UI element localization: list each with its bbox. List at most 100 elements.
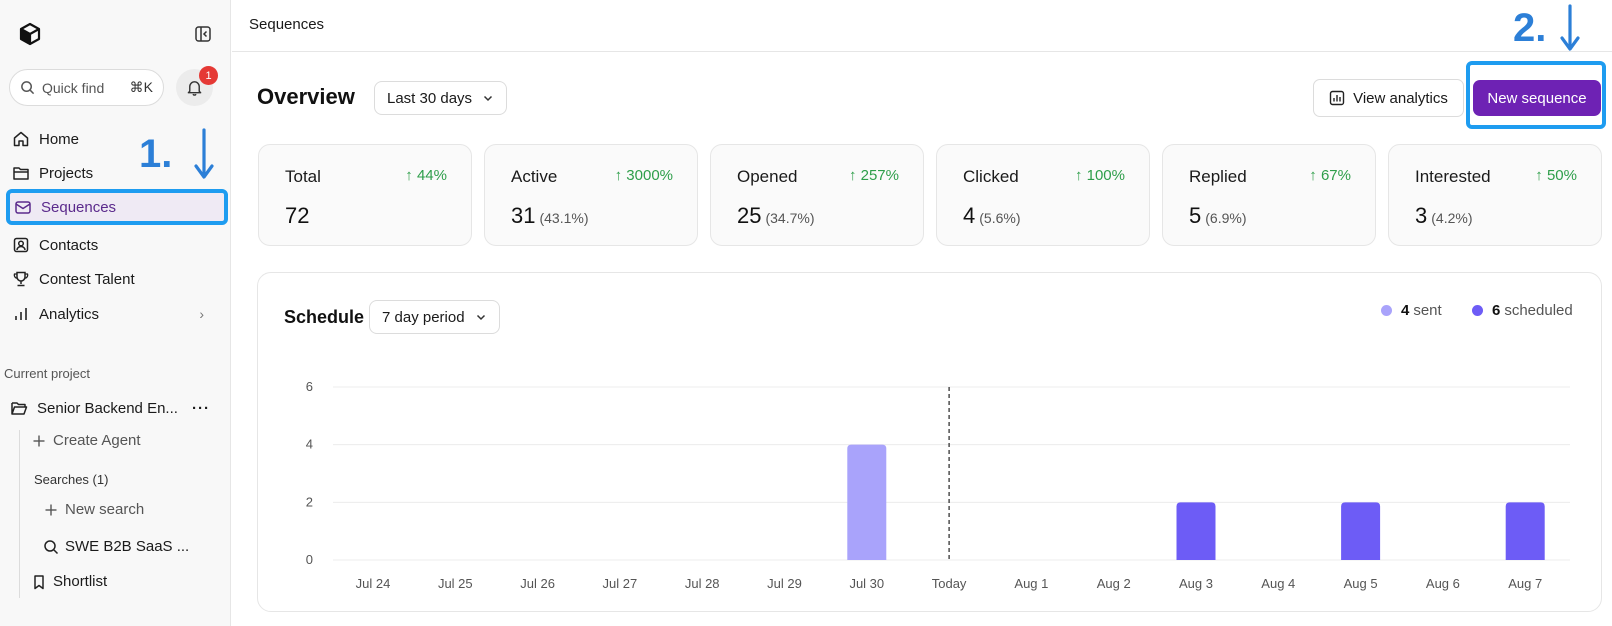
legend-dot-scheduled: [1472, 305, 1483, 316]
nav-item-contest-talent[interactable]: Contest Talent: [12, 263, 222, 295]
chevron-down-icon: [476, 314, 485, 321]
legend-item-sent: 4 sent: [1381, 302, 1442, 319]
trophy-icon: [13, 271, 29, 287]
stat-value: 31 (43.1%): [511, 203, 589, 229]
plus-icon: [45, 504, 57, 515]
x-tick-label: Aug 3: [1179, 576, 1213, 591]
stat-card-interested[interactable]: Interested ↑ 50% 3 (4.2%): [1388, 144, 1602, 246]
legend-count: 6: [1492, 302, 1501, 319]
search-item-label: SWE B2B SaaS ...: [65, 538, 190, 555]
searches-label: Searches (1): [34, 472, 109, 487]
home-icon: [13, 131, 29, 147]
overview-period-select[interactable]: Last 30 days: [374, 81, 508, 115]
quick-find-input[interactable]: Quick find ⌘K: [9, 69, 164, 106]
plus-icon: [33, 435, 45, 446]
annotation-arrow-down-icon: [194, 128, 214, 179]
nav-item-projects[interactable]: Projects: [12, 157, 222, 189]
stat-value-percent: (5.6%): [979, 210, 1021, 226]
x-tick-label: Aug 7: [1508, 576, 1542, 591]
nav-item-label: Contacts: [39, 236, 99, 254]
chevron-right-icon: ›: [199, 306, 204, 322]
bar-scheduled: [1176, 502, 1216, 560]
folder-icon: [13, 167, 29, 180]
stat-value: 5 (6.9%): [1189, 203, 1246, 229]
x-tick-label: Aug 4: [1261, 576, 1295, 591]
stat-value: 3 (4.2%): [1415, 203, 1472, 229]
new-search-button[interactable]: New search: [43, 501, 144, 518]
new-sequence-button[interactable]: New sequence: [1473, 80, 1601, 116]
legend-item-scheduled: 6 scheduled: [1472, 302, 1573, 319]
view-analytics-label: View analytics: [1353, 89, 1448, 107]
stat-card-replied[interactable]: Replied ↑ 67% 5 (6.9%): [1162, 144, 1376, 246]
more-options-icon[interactable]: ···: [192, 399, 210, 417]
create-agent-button[interactable]: Create Agent: [31, 432, 141, 449]
highlight-frame: [1466, 61, 1606, 129]
tree-line: [19, 430, 20, 598]
stat-label: Interested: [1415, 167, 1491, 186]
stat-value-percent: (4.2%): [1431, 210, 1473, 226]
nav-item-label: Analytics: [39, 305, 100, 323]
project-name: Senior Backend En...: [37, 399, 178, 417]
x-tick-label: Jul 30: [849, 576, 884, 591]
x-tick-label: Jul 28: [685, 576, 720, 591]
stat-value: 4 (5.6%): [963, 203, 1020, 229]
search-icon: [44, 539, 59, 554]
create-agent-label: Create Agent: [53, 432, 141, 449]
stat-value-number: 25: [737, 203, 762, 228]
stat-label: Replied: [1189, 167, 1247, 186]
chevron-down-icon: [484, 95, 493, 102]
x-tick-label: Jul 27: [603, 576, 638, 591]
sidebar: Quick find ⌘K 1 Home Projects Sequences …: [0, 0, 231, 626]
collapse-sidebar-icon[interactable]: [194, 25, 212, 43]
stat-delta: ↑ 50%: [1535, 167, 1577, 184]
legend-label: scheduled: [1504, 302, 1573, 319]
stat-card-clicked[interactable]: Clicked ↑ 100% 4 (5.6%): [936, 144, 1150, 246]
y-tick-label: 6: [306, 379, 313, 394]
x-tick-label: Aug 5: [1344, 576, 1378, 591]
stat-delta: ↑ 44%: [405, 167, 447, 184]
app-logo-icon[interactable]: [16, 20, 44, 48]
stat-label: Opened: [737, 167, 798, 186]
stat-delta: ↑ 3000%: [614, 167, 673, 184]
stat-value-number: 5: [1189, 203, 1202, 228]
nav-item-sequences[interactable]: Sequences: [6, 189, 228, 225]
stat-value-percent: (34.7%): [765, 210, 815, 226]
bar-sent: [847, 444, 887, 560]
y-tick-label: 2: [306, 494, 313, 509]
stat-card-total[interactable]: Total ↑ 44% 72: [258, 144, 472, 246]
legend-label: sent: [1413, 302, 1442, 319]
schedule-period-value: 7 day period: [382, 308, 465, 326]
quick-find-shortcut: ⌘K: [129, 79, 153, 95]
legend-count: 4: [1401, 302, 1410, 319]
current-project-item[interactable]: Senior Backend En... ···: [10, 394, 210, 422]
shortlist-item[interactable]: Shortlist: [31, 573, 107, 590]
folder-open-icon: [11, 402, 28, 415]
search-icon: [21, 81, 35, 95]
nav-item-analytics[interactable]: Analytics ›: [12, 298, 222, 330]
notification-count-badge: 1: [199, 66, 218, 85]
x-tick-label: Jul 26: [520, 576, 555, 591]
stat-value-number: 3: [1415, 203, 1428, 228]
nav-item-home[interactable]: Home: [12, 123, 222, 155]
view-analytics-button[interactable]: View analytics: [1313, 79, 1464, 117]
search-item[interactable]: SWE B2B SaaS ...: [43, 538, 189, 555]
overview-period-value: Last 30 days: [387, 89, 473, 107]
x-tick-label: Jul 24: [356, 576, 391, 591]
stat-card-active[interactable]: Active ↑ 3000% 31 (43.1%): [484, 144, 698, 246]
stat-value-number: 4: [963, 203, 976, 228]
nav-item-contacts[interactable]: Contacts: [12, 229, 222, 261]
stat-delta: ↑ 100%: [1074, 167, 1125, 184]
nav-item-label: Home: [39, 130, 80, 148]
mailbox-icon: [15, 201, 31, 214]
stat-delta: ↑ 67%: [1309, 167, 1351, 184]
legend-dot-sent: [1381, 305, 1392, 316]
overview-title: Overview: [257, 84, 355, 109]
schedule-period-select[interactable]: 7 day period: [369, 300, 500, 334]
analytics-icon: [1329, 90, 1345, 106]
stat-card-opened[interactable]: Opened ↑ 257% 25 (34.7%): [710, 144, 924, 246]
current-project-label: Current project: [4, 366, 90, 381]
stat-value-percent: (6.9%): [1205, 210, 1247, 226]
top-bar: Sequences: [232, 0, 1612, 52]
schedule-title: Schedule: [284, 307, 365, 327]
